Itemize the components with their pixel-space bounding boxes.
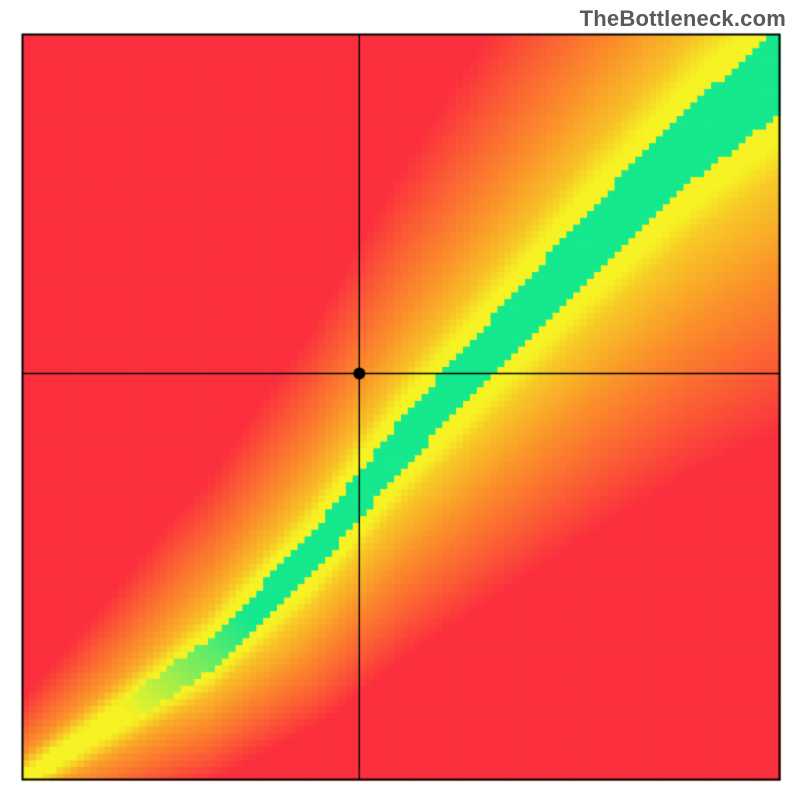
chart-container: TheBottleneck.com — [0, 0, 800, 800]
bottleneck-heatmap — [0, 0, 800, 800]
